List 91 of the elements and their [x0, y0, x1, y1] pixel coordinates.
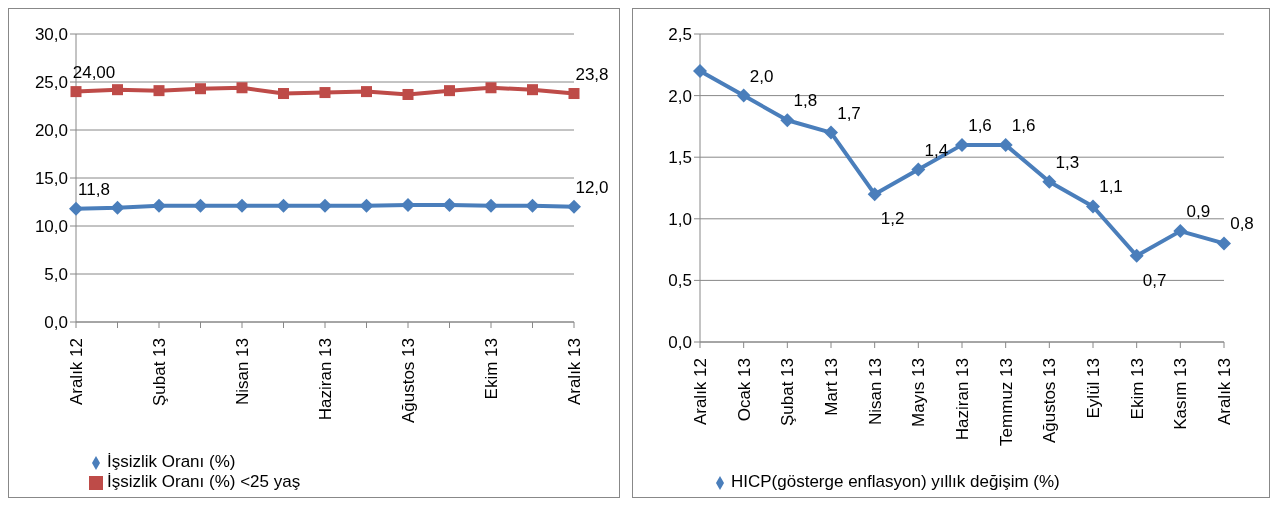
data-label: 0,8	[1230, 214, 1254, 234]
x-tick-label: Aralık 12	[67, 338, 86, 406]
x-tick-label: Nisan 13	[865, 358, 885, 426]
y-tick-label: 1,0	[668, 209, 692, 229]
y-tick-label: 0,0	[668, 333, 692, 353]
point	[444, 85, 455, 97]
point	[567, 199, 581, 214]
point	[527, 84, 538, 96]
data-label: 24,00	[72, 62, 116, 82]
point	[780, 113, 795, 128]
y-tick-label: 0,0	[44, 313, 68, 333]
data-label: 12,0	[575, 177, 609, 197]
point	[1042, 174, 1057, 189]
x-tick-label: Ekim 13	[1127, 358, 1147, 420]
point	[236, 82, 248, 94]
point	[152, 198, 166, 213]
point	[402, 88, 414, 100]
point	[1129, 248, 1144, 263]
data-label: 11,8	[78, 179, 110, 199]
x-tick-label: Haziran 13	[316, 338, 335, 421]
point	[824, 125, 838, 140]
data-label: 0,7	[1142, 270, 1167, 290]
data-label: 23,8	[575, 64, 609, 84]
y-tick-label: 5,0	[44, 265, 68, 285]
point	[70, 86, 82, 98]
x-tick-label: Ağustos 13	[1040, 358, 1060, 444]
data-label: 1,3	[1055, 152, 1080, 172]
legend-label: İşsizlik Oranı (%)	[107, 452, 236, 471]
x-tick-label: Ekim 13	[482, 338, 501, 400]
data-label: 1,6	[1011, 115, 1036, 135]
data-label: 1,1	[1099, 177, 1123, 197]
y-tick-label: 2,0	[668, 86, 692, 106]
x-tick-label: Ağustos 13	[399, 338, 418, 424]
data-label: 2,0	[749, 66, 774, 86]
x-tick-label: Mayıs 13	[909, 358, 929, 427]
data-label: 1,8	[793, 91, 818, 111]
point	[193, 198, 208, 213]
x-tick-label: Şubat 13	[778, 358, 798, 427]
x-tick-label: Eylül 13	[1084, 358, 1103, 419]
point	[153, 85, 165, 97]
y-tick-label: 10,0	[34, 217, 68, 237]
point	[736, 88, 751, 103]
point	[276, 198, 291, 213]
point	[359, 198, 374, 213]
x-tick-label: Temmuz 13	[996, 358, 1016, 446]
x-tick-label: Mart 13	[822, 358, 841, 416]
x-tick-label: Nisan 13	[233, 338, 252, 406]
point	[69, 201, 83, 216]
x-tick-label: Ocak 13	[734, 358, 754, 422]
point	[1217, 236, 1231, 251]
point	[867, 187, 882, 202]
y-tick-label: 15,0	[34, 169, 68, 189]
point	[442, 197, 457, 212]
x-tick-label: Haziran 13	[953, 358, 972, 441]
point	[278, 88, 289, 100]
point	[318, 198, 332, 213]
y-tick-label: 20,0	[34, 121, 68, 141]
point	[568, 88, 580, 100]
data-label: 1,2	[880, 209, 905, 229]
point	[525, 198, 540, 213]
y-tick-label: 0,5	[668, 271, 692, 291]
legend-label: İşsizlik Oranı (%) <25 yaş	[107, 472, 301, 491]
data-label: 0,9	[1186, 202, 1211, 222]
y-tick-label: 30,0	[34, 25, 68, 45]
point	[1173, 224, 1188, 239]
point	[955, 137, 969, 152]
point	[110, 200, 125, 215]
point	[911, 162, 926, 177]
data-label: 1,7	[837, 103, 861, 123]
data-label: 1,6	[968, 115, 992, 135]
point	[195, 83, 206, 95]
x-tick-label: Aralık 13	[1215, 358, 1234, 426]
y-tick-label: 25,0	[34, 73, 68, 93]
y-tick-label: 2,5	[668, 25, 692, 45]
point	[361, 86, 372, 98]
x-tick-label: Kasım 13	[1171, 358, 1191, 430]
point	[693, 63, 707, 78]
point	[998, 137, 1013, 152]
point	[235, 198, 249, 213]
legend-label: HICP(gösterge enflasyon) yıllık değişim (%)	[731, 472, 1060, 491]
point	[485, 82, 497, 94]
x-tick-label: Şubat 13	[150, 338, 169, 407]
point	[401, 197, 415, 212]
point	[319, 87, 331, 99]
data-label: 1,4	[924, 140, 949, 160]
x-tick-label: Aralık 13	[565, 338, 584, 406]
y-tick-label: 1,5	[668, 148, 692, 168]
point	[484, 198, 498, 213]
x-tick-label: Aralık 12	[691, 358, 710, 426]
point	[1086, 199, 1100, 214]
point	[112, 84, 123, 96]
